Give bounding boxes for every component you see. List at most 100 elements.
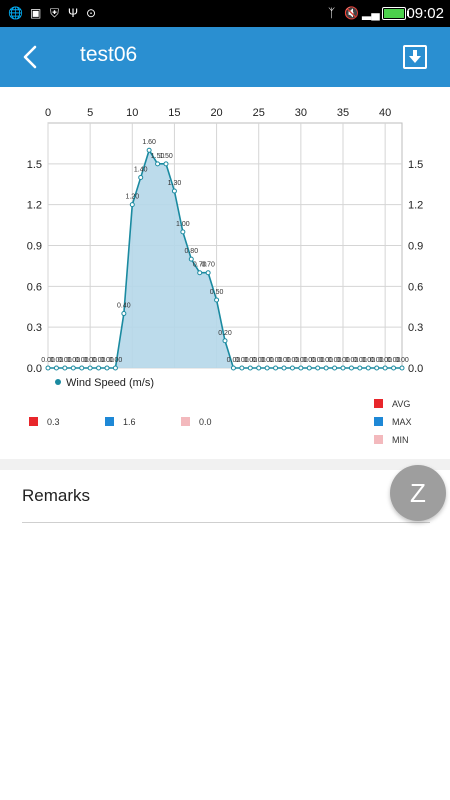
- data-label: 0.80: [184, 248, 198, 255]
- y-tick-label-left: 0.6: [27, 281, 42, 293]
- mute-icon: 🔇: [344, 6, 359, 20]
- data-point: [222, 338, 228, 344]
- data-point: [323, 365, 329, 371]
- data-label: 0.00: [227, 357, 241, 364]
- x-tick-label: 35: [337, 107, 349, 119]
- x-tick-label: 25: [253, 107, 265, 119]
- bluetooth-icon: ᛉ: [328, 6, 336, 20]
- data-point: [45, 365, 51, 371]
- data-point: [340, 365, 346, 371]
- data-label: 1.20: [125, 194, 139, 201]
- status-time: 09:02: [406, 5, 444, 22]
- data-label: 0.00: [83, 357, 97, 364]
- data-label: 0.00: [92, 357, 106, 364]
- data-label: 0.20: [218, 330, 232, 337]
- data-label: 0.00: [41, 357, 55, 364]
- data-label: 0.00: [302, 357, 316, 364]
- chevron-left-icon: [23, 45, 37, 69]
- data-point: [163, 161, 169, 167]
- data-point: [70, 365, 76, 371]
- data-label: 0.00: [370, 357, 384, 364]
- data-point: [214, 297, 220, 303]
- max-legend-label: MAX: [392, 417, 412, 427]
- y-tick-label-right: 1.5: [408, 159, 423, 171]
- y-tick-label-right: 0.3: [408, 322, 423, 334]
- wind-speed-chart: 0 5 10 15 20 25 30 35 40 0.0 0.0 0.3 0.3 0.6 0.6 0.9 0.9…: [27, 107, 424, 389]
- data-label: 0.70: [201, 262, 215, 269]
- x-tick-label: 40: [379, 107, 391, 119]
- data-point: [306, 365, 312, 371]
- z-fab-button[interactable]: Z: [390, 465, 446, 521]
- data-label: 0.00: [269, 357, 283, 364]
- data-label: 0.00: [75, 357, 89, 364]
- min-value-swatch: [181, 417, 190, 426]
- data-label: 0.00: [235, 357, 249, 364]
- data-label: 1.30: [168, 180, 182, 187]
- data-point: [365, 365, 371, 371]
- data-point: [62, 365, 68, 371]
- data-label: 0.00: [286, 357, 300, 364]
- data-label: 1.00: [176, 221, 190, 228]
- remarks-input-line[interactable]: [22, 522, 430, 523]
- x-tick-label: 15: [168, 107, 180, 119]
- max-value-swatch: [105, 417, 114, 426]
- y-tick-label-left: 0.9: [27, 241, 42, 253]
- data-point: [96, 365, 102, 371]
- data-label: 0.00: [100, 357, 114, 364]
- y-tick-label-right: 0.0: [408, 363, 423, 375]
- download-button[interactable]: [403, 45, 427, 69]
- data-label: 0.00: [328, 357, 342, 364]
- data-point: [205, 270, 211, 276]
- back-button[interactable]: [14, 39, 50, 75]
- download-icon: [409, 50, 421, 63]
- avg-legend-label: AVG: [392, 399, 411, 409]
- max-legend-swatch: [374, 417, 383, 426]
- chart-area: 0 5 10 15 20 25 30 35 40 0.0 0.0 0.3 0.3 0.6 0.6 0.9 0.9…: [0, 87, 450, 459]
- data-point: [374, 365, 380, 371]
- data-label: 0.00: [58, 357, 72, 364]
- data-label: 0.00: [243, 357, 257, 364]
- data-point: [188, 256, 194, 262]
- data-point: [273, 365, 279, 371]
- min-legend-label: MIN: [392, 435, 409, 445]
- data-point: [180, 229, 186, 235]
- status-bar: 🌐 ▣ ⛨ Ψ ⊙ ᛉ 🔇 ▂▄ 09:02: [0, 0, 450, 27]
- x-tick-label: 10: [126, 107, 138, 119]
- data-label: 0.00: [66, 357, 80, 364]
- data-label: 0.00: [336, 357, 350, 364]
- data-label: 0.70: [193, 262, 207, 269]
- data-point: [171, 188, 177, 194]
- dots-circle-icon: ⊙: [86, 6, 97, 20]
- series-legend-label: Wind Speed (m/s): [66, 377, 154, 389]
- y-tick-label-left: 1.5: [27, 159, 42, 171]
- x-tick-label: 0: [45, 107, 51, 119]
- data-point: [281, 365, 287, 371]
- section-divider: [0, 459, 450, 470]
- data-label: 1.40: [134, 166, 148, 173]
- data-label: 0.00: [387, 357, 401, 364]
- remarks-label: Remarks: [22, 486, 91, 505]
- data-label: 0.00: [109, 357, 123, 364]
- data-label: 0.00: [361, 357, 375, 364]
- data-label: 0.00: [294, 357, 308, 364]
- data-point: [155, 161, 161, 167]
- y-tick-label-left: 0.0: [27, 363, 42, 375]
- data-label: 1.50: [159, 153, 173, 160]
- app-bar: test06: [0, 27, 450, 87]
- data-label: 0.00: [353, 357, 367, 364]
- usb-icon: Ψ: [68, 6, 79, 20]
- data-label: 0.50: [210, 289, 224, 296]
- x-tick-label: 5: [87, 107, 93, 119]
- data-point: [121, 311, 127, 317]
- y-tick-label-left: 1.2: [27, 200, 42, 212]
- data-point: [79, 365, 85, 371]
- avg-value-swatch: [29, 417, 38, 426]
- data-point: [230, 365, 236, 371]
- data-point: [332, 365, 338, 371]
- data-point: [247, 365, 253, 371]
- series-area: [48, 150, 402, 368]
- shield-icon: ⛨: [50, 6, 60, 20]
- data-point: [382, 365, 388, 371]
- data-point: [87, 365, 93, 371]
- y-tick-label-right: 1.2: [408, 200, 423, 212]
